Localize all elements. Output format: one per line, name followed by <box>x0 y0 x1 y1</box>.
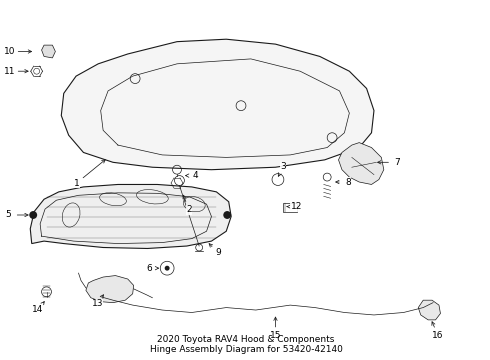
Circle shape <box>29 211 37 219</box>
Text: 5: 5 <box>6 211 11 220</box>
Text: 12: 12 <box>291 202 302 211</box>
Text: 13: 13 <box>92 299 103 308</box>
Text: 6: 6 <box>146 264 152 273</box>
Text: 9: 9 <box>215 248 221 257</box>
Polygon shape <box>339 143 384 184</box>
Polygon shape <box>61 39 374 170</box>
Text: 8: 8 <box>345 177 351 186</box>
Polygon shape <box>86 275 134 303</box>
Circle shape <box>165 266 170 271</box>
Text: 7: 7 <box>394 158 400 167</box>
Polygon shape <box>42 45 55 58</box>
Text: 4: 4 <box>193 171 198 180</box>
Text: 10: 10 <box>4 47 15 56</box>
Text: 15: 15 <box>270 331 281 340</box>
Polygon shape <box>418 300 441 320</box>
Text: 11: 11 <box>4 67 15 76</box>
FancyBboxPatch shape <box>283 203 296 212</box>
Text: 16: 16 <box>432 330 443 339</box>
Circle shape <box>223 211 231 219</box>
Text: 2020 Toyota RAV4 Hood & Components
Hinge Assembly Diagram for 53420-42140: 2020 Toyota RAV4 Hood & Components Hinge… <box>149 335 343 354</box>
Text: 2: 2 <box>186 205 192 214</box>
Polygon shape <box>30 184 231 248</box>
Text: 1: 1 <box>74 179 79 188</box>
Text: 3: 3 <box>280 162 286 171</box>
Text: 14: 14 <box>32 305 44 314</box>
